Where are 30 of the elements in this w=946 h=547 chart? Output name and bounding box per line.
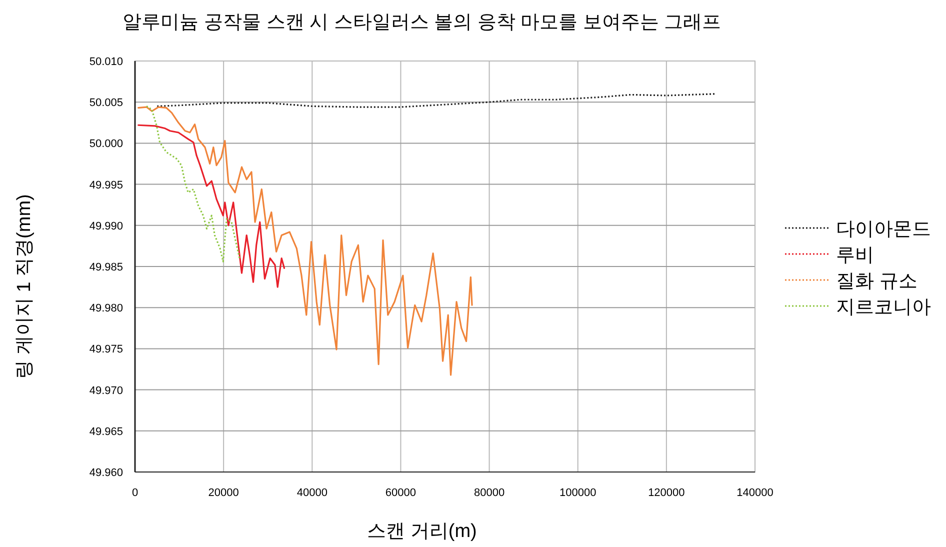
x-tick-label: 100000 — [560, 487, 596, 499]
line-series — [138, 124, 286, 288]
legend-label: 루비 — [836, 245, 874, 266]
x-tick-label: 120000 — [648, 487, 685, 499]
legend-label: 질화 규소 — [836, 271, 918, 292]
y-tick-label: 50.010 — [89, 56, 123, 68]
y-tick-label: 49.985 — [89, 262, 123, 274]
x-tick-label: 140000 — [736, 487, 774, 499]
y-tick-label: 49.970 — [89, 384, 123, 397]
y-tick-label: 50.000 — [89, 138, 123, 150]
y-tick-label: 49.990 — [89, 220, 123, 232]
y-tick-label: 49.975 — [89, 344, 123, 356]
x-tick-label: 60000 — [385, 487, 416, 499]
line-series — [138, 106, 473, 376]
y-tick-label: 49.995 — [89, 179, 123, 192]
x-tick-label: 0 — [132, 487, 138, 499]
x-tick-label: 40000 — [296, 487, 328, 499]
y-tick-label: 49.965 — [89, 426, 123, 438]
y-tick-label: 49.960 — [89, 467, 123, 479]
x-axis-title: 스캔 거리(m) — [367, 521, 477, 542]
line-series — [146, 105, 241, 262]
chart-title: 알루미늄 공작물 스캔 시 스타일러스 볼의 응착 마모를 보여주는 그래프 — [122, 12, 722, 33]
x-tick-label: 20000 — [208, 487, 239, 499]
y-axis-title: 링 게이지 1 직경(mm) — [14, 194, 35, 379]
y-tick-label: 50.005 — [89, 97, 123, 110]
legend-label: 지르코니아 — [836, 297, 931, 318]
y-tick-label: 49.980 — [89, 302, 123, 315]
line-series — [156, 93, 716, 108]
legend-label: 다이아몬드 — [836, 219, 931, 240]
x-tick-label: 80000 — [474, 487, 505, 499]
